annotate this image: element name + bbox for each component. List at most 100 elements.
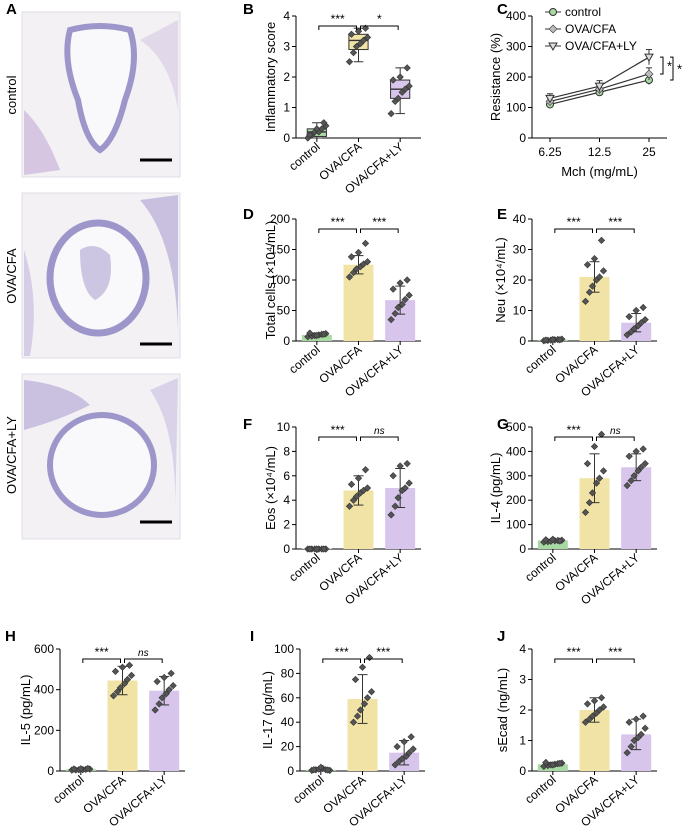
data-point bbox=[597, 430, 606, 438]
data-point bbox=[167, 669, 175, 678]
significance-label: ns bbox=[610, 426, 621, 437]
data-point bbox=[595, 273, 604, 281]
significance-label: *** bbox=[331, 423, 345, 437]
data-point bbox=[630, 472, 638, 480]
y-tick-label: 30 bbox=[513, 243, 527, 257]
significance-label: *** bbox=[608, 215, 622, 229]
y-tick-label: 6 bbox=[283, 469, 290, 483]
data-point bbox=[70, 765, 78, 773]
data-point bbox=[641, 316, 649, 324]
data-point bbox=[391, 761, 399, 769]
series-point bbox=[644, 53, 654, 63]
data-point bbox=[306, 131, 314, 139]
panel-letter: C bbox=[497, 1, 508, 18]
legend-marker bbox=[548, 24, 558, 34]
data-point bbox=[111, 667, 120, 675]
y-tick-label: 80 bbox=[281, 666, 295, 680]
data-point bbox=[581, 718, 590, 726]
data-point bbox=[590, 697, 599, 705]
data-point bbox=[625, 452, 633, 460]
data-point bbox=[394, 494, 402, 502]
data-point bbox=[625, 312, 633, 321]
significance-bracket bbox=[318, 436, 357, 441]
y-tick-label: 10 bbox=[277, 420, 291, 434]
significance-label: *** bbox=[372, 215, 386, 229]
y-tick-label: 40 bbox=[513, 212, 527, 226]
y-tick-label: 600 bbox=[34, 642, 54, 656]
significance-bracket bbox=[124, 658, 163, 663]
significance-label: * bbox=[677, 62, 682, 77]
y-tick-label: 50 bbox=[277, 304, 291, 318]
y-axis-label: Total cells (×10⁴/mL) bbox=[263, 221, 278, 340]
significance-bracket bbox=[596, 228, 635, 233]
y-tick-label: 0 bbox=[283, 334, 290, 348]
data-point bbox=[306, 545, 314, 553]
y-tick-label: 400 bbox=[506, 444, 526, 458]
significance-label: *** bbox=[95, 645, 109, 659]
data-point bbox=[162, 690, 170, 698]
data-point bbox=[363, 33, 372, 41]
panel-letter: E bbox=[497, 206, 507, 223]
y-tick-label: 100 bbox=[274, 642, 294, 656]
data-point bbox=[588, 712, 597, 720]
data-point bbox=[363, 258, 372, 266]
y-tick-label: 0 bbox=[519, 542, 526, 556]
data-point bbox=[387, 109, 395, 118]
legend-label: OVA/CFA bbox=[565, 22, 616, 36]
panel-letter: D bbox=[243, 206, 254, 223]
data-point bbox=[347, 480, 356, 488]
significance-bracket bbox=[322, 658, 361, 663]
data-point bbox=[405, 749, 413, 757]
y-tick-label: 1 bbox=[519, 734, 526, 748]
data-point bbox=[595, 474, 604, 482]
data-point bbox=[639, 712, 647, 720]
data-point bbox=[361, 466, 370, 474]
data-point bbox=[363, 694, 372, 702]
row-label-ova-cfa-ly: OVA/CFA+LY bbox=[4, 416, 19, 494]
panel-a: A control OVA/CFA OVA/CFA+LY bbox=[4, 1, 181, 540]
data-point bbox=[125, 661, 134, 669]
data-point bbox=[84, 764, 92, 773]
data-point bbox=[345, 58, 354, 66]
x-tick-label: 6.25 bbox=[538, 145, 562, 159]
data-point bbox=[349, 48, 358, 57]
data-point bbox=[389, 76, 397, 84]
significance-label: *** bbox=[331, 12, 345, 26]
y-tick-label: 100 bbox=[506, 101, 526, 115]
x-tick-label: 25 bbox=[642, 145, 656, 159]
data-point bbox=[349, 718, 358, 726]
y-tick-label: 300 bbox=[506, 469, 526, 483]
data-point bbox=[389, 472, 397, 480]
data-point bbox=[630, 325, 638, 333]
legend-marker bbox=[549, 8, 557, 16]
data-point bbox=[632, 306, 640, 315]
significance-bracket bbox=[364, 658, 403, 663]
y-tick-label: 1 bbox=[283, 101, 290, 115]
data-point bbox=[599, 467, 608, 475]
data-point bbox=[597, 236, 606, 244]
data-point bbox=[630, 736, 638, 745]
y-tick-label: 100 bbox=[506, 518, 526, 532]
y-tick-label: 4 bbox=[519, 642, 526, 656]
data-point bbox=[583, 261, 592, 269]
data-point bbox=[313, 331, 321, 340]
data-point bbox=[160, 673, 168, 682]
data-point bbox=[361, 24, 370, 32]
data-point bbox=[627, 477, 635, 485]
data-point bbox=[120, 679, 129, 688]
panel-letter: F bbox=[243, 416, 252, 433]
data-point bbox=[165, 686, 173, 694]
y-tick-label: 100 bbox=[270, 273, 290, 287]
y-axis-label: Resistance (%) bbox=[488, 33, 503, 121]
data-point bbox=[387, 511, 395, 519]
y-tick-label: 4 bbox=[283, 493, 290, 507]
data-point bbox=[359, 36, 368, 45]
y-tick-label: 3 bbox=[519, 673, 526, 687]
data-point bbox=[542, 758, 550, 767]
histology-image-ova-cfa bbox=[21, 192, 181, 359]
data-point bbox=[320, 545, 328, 553]
significance-bracket bbox=[670, 56, 674, 81]
significance-bracket bbox=[554, 228, 593, 233]
